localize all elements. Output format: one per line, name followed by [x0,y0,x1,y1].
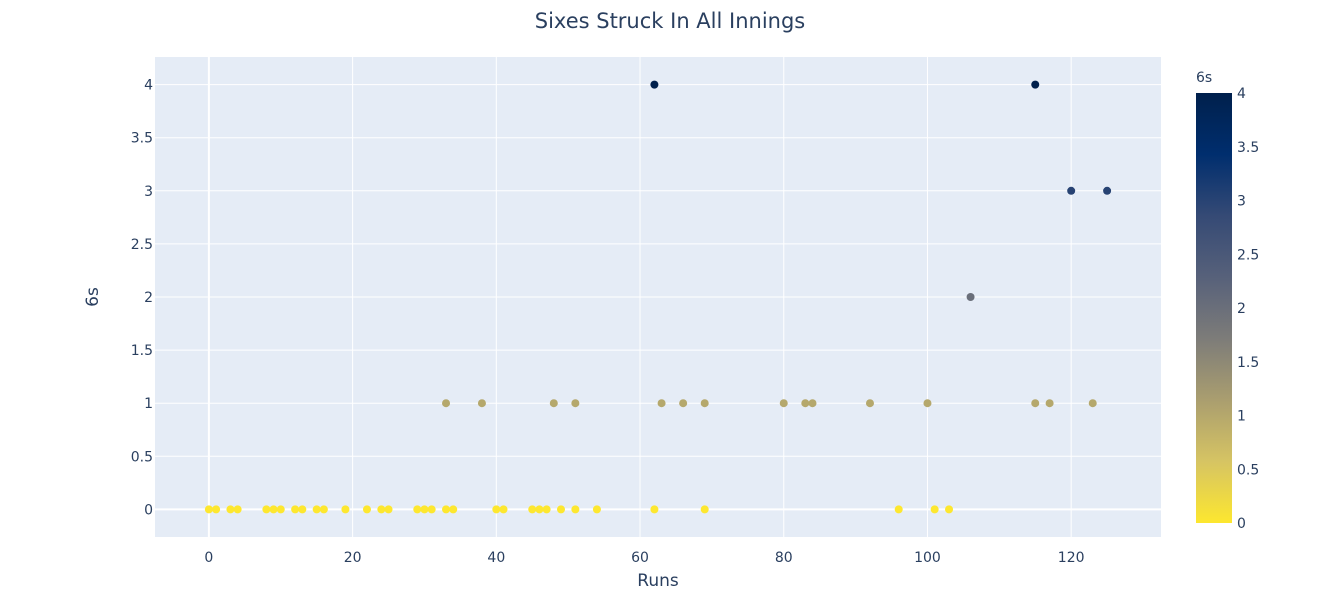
data-point [1031,80,1040,89]
data-points [204,80,1112,514]
colorbar-tick-label: 4 [1237,86,1246,102]
data-point [269,505,278,514]
data-point [894,505,903,514]
data-point [449,505,458,514]
data-point [212,505,221,514]
colorbar-tick-label: 2.5 [1237,247,1259,263]
x-tick-label: 0 [204,550,213,566]
data-point [535,505,544,514]
colorbar-tick-labels: 0 0.5 1 1.5 2 2.5 3 3.5 4 [1237,86,1259,532]
data-point [571,505,580,514]
data-point [650,80,659,89]
data-point [657,399,666,408]
data-point [341,505,350,514]
data-point [362,505,371,514]
colorbar: 6s 0 0.5 1 1.5 2 2.5 3 3.5 4 [1196,70,1259,532]
data-point [1103,186,1112,195]
data-point [549,399,558,408]
data-point [592,505,601,514]
colorbar-tick-label: 1 [1237,409,1246,425]
x-tick-label: 80 [775,550,793,566]
colorbar-tick-label: 3 [1237,194,1246,210]
data-point [779,399,788,408]
chart-title: Sixes Struck In All Innings [535,9,806,33]
data-point [650,505,659,514]
data-point [204,505,213,514]
data-point [262,505,271,514]
x-tick-label: 40 [487,550,505,566]
data-point [442,505,451,514]
data-point [542,505,551,514]
x-tick-label: 60 [631,550,649,566]
data-point [571,399,580,408]
data-point [312,505,321,514]
y-tick-label: 1 [144,396,153,412]
y-axis-title: 6s [83,287,103,307]
y-tick-label: 0 [144,502,153,518]
y-tick-label: 2 [144,290,153,306]
data-point [499,505,508,514]
y-tick-label: 4 [144,78,153,94]
x-tick-label: 100 [914,550,941,566]
data-point [679,399,688,408]
data-point [923,399,932,408]
data-point [930,505,939,514]
data-point [384,505,393,514]
data-point [700,399,709,408]
data-point [413,505,422,514]
data-point [298,505,307,514]
data-point [377,505,386,514]
data-point [556,505,565,514]
colorbar-tick-label: 3.5 [1237,140,1259,156]
data-point [291,505,300,514]
x-tick-labels: 0 20 40 60 80 100 120 [204,550,1084,566]
data-point [528,505,537,514]
data-point [700,505,709,514]
data-point [801,399,810,408]
data-point [808,399,817,408]
y-tick-label: 3 [144,184,153,200]
data-point [1067,186,1076,195]
x-axis-title: Runs [637,571,679,591]
data-point [427,505,436,514]
y-tick-label: 3.5 [131,131,153,147]
x-tick-label: 120 [1058,550,1085,566]
data-point [1031,399,1040,408]
data-point [945,505,954,514]
y-tick-label: 0.5 [131,449,153,465]
data-point [420,505,429,514]
y-tick-label: 1.5 [131,343,153,359]
data-point [442,399,451,408]
data-point [1045,399,1054,408]
colorbar-gradient [1196,93,1232,523]
data-point [319,505,328,514]
data-point [226,505,235,514]
colorbar-tick-label: 2 [1237,301,1246,317]
data-point [966,293,975,301]
y-tick-labels: 0 0.5 1 1.5 2 2.5 3 3.5 4 [131,78,153,519]
y-tick-label: 2.5 [131,237,153,253]
colorbar-tick-label: 1.5 [1237,355,1259,371]
x-tick-label: 20 [344,550,362,566]
data-point [865,399,874,408]
data-point [276,505,285,514]
colorbar-tick-label: 0.5 [1237,462,1259,478]
colorbar-title: 6s [1196,70,1212,86]
data-point [492,505,501,514]
data-point [1088,399,1097,408]
colorbar-tick-label: 0 [1237,516,1246,532]
data-point [477,399,486,408]
data-point [233,505,242,514]
